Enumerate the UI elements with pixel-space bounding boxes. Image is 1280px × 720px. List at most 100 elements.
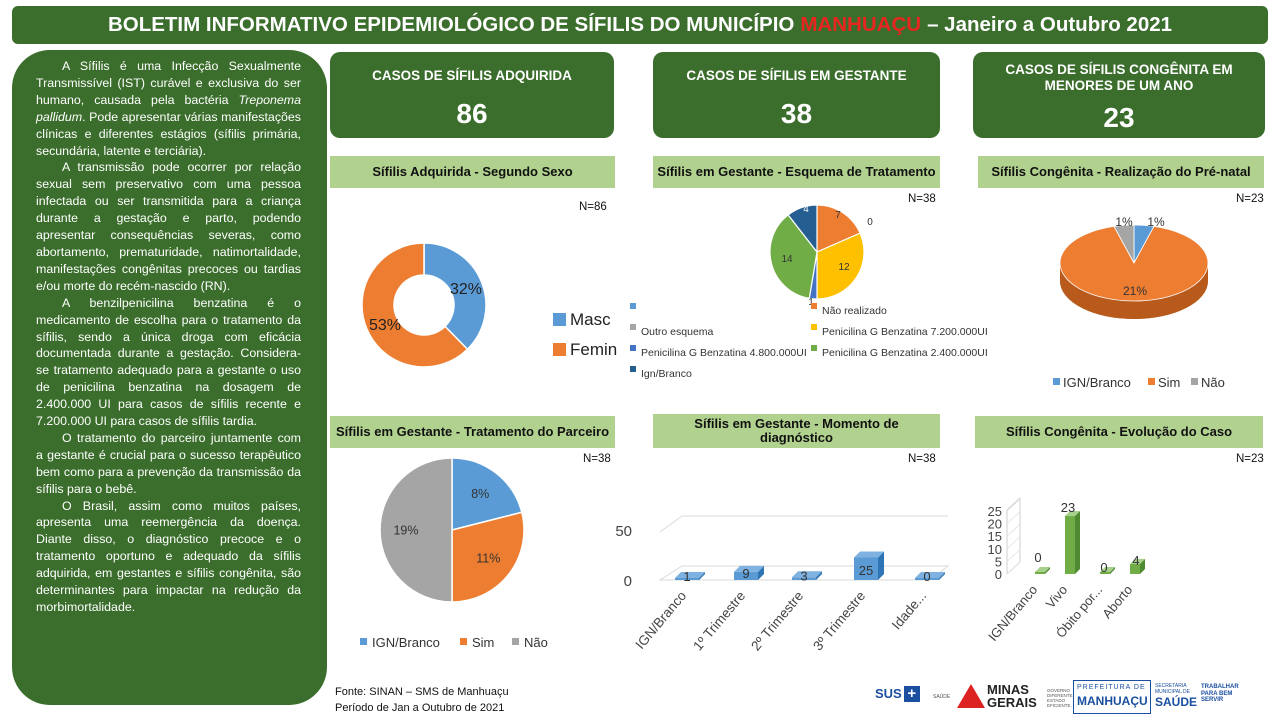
prefeitura-logo: PREFEITURA DE MANHUAÇU	[1073, 680, 1151, 714]
kpi-value: 86	[456, 98, 488, 129]
footer-period-text: Período de Jan a Outubro de 2021	[335, 702, 505, 714]
n-label-gestante-momento: N=38	[908, 453, 936, 465]
info-paragraph-3: A benzilpenicilina benzatina é o medicam…	[36, 295, 301, 429]
y-tick-label: 20	[988, 517, 1002, 532]
bar-top	[1065, 511, 1080, 517]
saude-small-logo: SAÚDE	[933, 694, 951, 700]
y-tick-label: 0	[624, 573, 632, 590]
chart-title-gestante-momento: Sífilis em Gestante - Momento de diagnós…	[653, 414, 940, 448]
y-tick-label: 50	[615, 523, 632, 540]
pie-slice	[816, 204, 861, 253]
info-paragraph-1: A Sífilis é uma Infecção Sexualmente Tra…	[36, 59, 301, 158]
bar	[1035, 572, 1045, 574]
bar-side	[1140, 558, 1145, 574]
bar-value-label: 3	[800, 569, 807, 584]
minas-gerais-triangle-icon	[957, 684, 985, 708]
x-tick-label: Aborto	[1099, 582, 1135, 621]
bar-top	[675, 572, 705, 578]
chart-title-congenita-prenatal: Sífilis Congênita - Realização do Pré-na…	[978, 156, 1264, 188]
legend-swatch	[1053, 378, 1060, 385]
y-tick-label: 0	[995, 567, 1002, 582]
y-tick-label: 15	[988, 529, 1002, 544]
legend-swatch	[811, 303, 817, 309]
title-suffix: – Janeiro a Outubro 2021	[927, 13, 1173, 36]
bar-side	[1075, 511, 1080, 574]
pie-slice	[1059, 225, 1209, 302]
donut-slice	[361, 242, 469, 368]
n-label-gestante-parceiro: N=38	[583, 453, 611, 465]
pie-adquirida_sexo: 32% 53% Masc Femin	[361, 242, 617, 368]
bar-side	[1045, 567, 1050, 574]
pie-slice	[451, 457, 523, 531]
gridline	[1006, 523, 1021, 537]
pie-value-label: 0	[867, 217, 873, 228]
prefeitura-top: PREFEITURA DE	[1077, 684, 1146, 691]
pie-slice	[787, 204, 818, 254]
bar-value-label: 25	[859, 563, 873, 578]
floor-outline	[658, 565, 950, 581]
axis-wall	[1006, 497, 1021, 574]
title-city: MANHUAÇU	[800, 13, 922, 36]
chart-title-gestante-tratamento: Sífilis em Gestante - Esquema de Tratame…	[653, 156, 940, 188]
info-paragraph-2: A transmissão pode ocorrer por relação s…	[36, 160, 301, 293]
kpi-label: CASOS DE SÍFILIS ADQUIRIDA	[372, 68, 572, 83]
gridline	[1006, 549, 1021, 562]
bar-top	[915, 572, 945, 578]
pie-value-label: 1%	[1115, 215, 1133, 229]
kpi-congenita: CASOS DE SÍFILIS CONGÊNITA EM MENORES DE…	[973, 52, 1265, 138]
gridline	[1006, 536, 1021, 550]
x-tick-label: IGN/Branco	[632, 588, 689, 652]
pie-value-label: 11%	[476, 552, 500, 566]
bar-value-label: 1	[683, 569, 690, 584]
y-tick-label: 10	[988, 542, 1002, 557]
bar	[675, 578, 699, 580]
pie-value-label: 19%	[393, 523, 418, 537]
bar-value-label: 0	[1034, 550, 1041, 565]
legend-label: IGN/Branco	[1063, 375, 1131, 390]
legend-label: Penicilina G Benzatina 2.400.000UI	[822, 347, 988, 359]
legend-swatch	[1148, 378, 1155, 385]
governo-slogan: GOVERNO DIFERENTE. ESTADO EFICIENTE.	[1047, 688, 1074, 708]
pie-value-label: 1%	[1147, 215, 1165, 229]
trabalhar-logo: TRABALHAR PARA BEM SERVIR	[1201, 684, 1239, 703]
logos-strip: SUS + SAÚDE MINAS GERAIS GOVERNO DIFERENT…	[875, 680, 1265, 716]
pie-congenita_prenatal: 1% 21% 1% IGN/Branco Sim Não	[1053, 215, 1225, 390]
legend-swatch	[360, 638, 367, 645]
kpi-value: 23	[1103, 102, 1135, 133]
legend-swatch	[630, 345, 636, 351]
pie-slice	[451, 511, 525, 603]
info-paragraph-5: O Brasil, assim como muitos países, apre…	[36, 498, 301, 614]
n-label-congenita-evolucao: N=23	[1236, 453, 1264, 465]
kpi-adquirida: CASOS DE SÍFILIS ADQUIRIDA 86	[330, 52, 614, 138]
legend-swatch	[460, 638, 467, 645]
pie-value-label: 12	[838, 262, 850, 273]
legend-label: Penicilina G Benzatina 4.800.000UI	[641, 347, 807, 359]
bar-value-label: 0	[923, 569, 930, 584]
prefeitura-city: MANHUAÇU	[1077, 694, 1148, 708]
legend-label: Penicilina G Benzatina 7.200.000UI	[822, 326, 988, 338]
x-tick-label: 2º Trimestre	[748, 588, 806, 653]
pie-value-label: 4	[803, 204, 809, 215]
chart-title-congenita-evolucao: Sífilis Congênita - Evolução do Caso	[975, 416, 1263, 448]
gridline	[659, 515, 683, 533]
legend-swatch	[553, 343, 566, 356]
x-tick-label: 3º Trimestre	[810, 588, 868, 653]
gridline	[1006, 498, 1021, 512]
legend-label: Masc	[570, 310, 611, 329]
bar-side	[699, 572, 705, 580]
pie-value-label: 7	[835, 210, 841, 221]
legend-label: IGN/Branco	[372, 635, 440, 650]
bar-side	[939, 572, 945, 580]
bar-top	[1130, 558, 1145, 564]
kpi-value: 38	[780, 98, 813, 129]
pie-slice	[1113, 224, 1135, 264]
footer-source-text: Fonte: SINAN – SMS de Manhuaçu	[335, 686, 509, 698]
y-tick-label: 25	[988, 504, 1002, 519]
donut-value-label: 32%	[450, 281, 482, 298]
bar-side	[1110, 567, 1115, 574]
bar-value-label: 4	[1132, 553, 1139, 568]
info-paragraph-4: O tratamento do parceiro juntamente com …	[36, 430, 301, 496]
chart-title-gestante-parceiro: Sífilis em Gestante - Tratamento do Parc…	[330, 416, 615, 448]
